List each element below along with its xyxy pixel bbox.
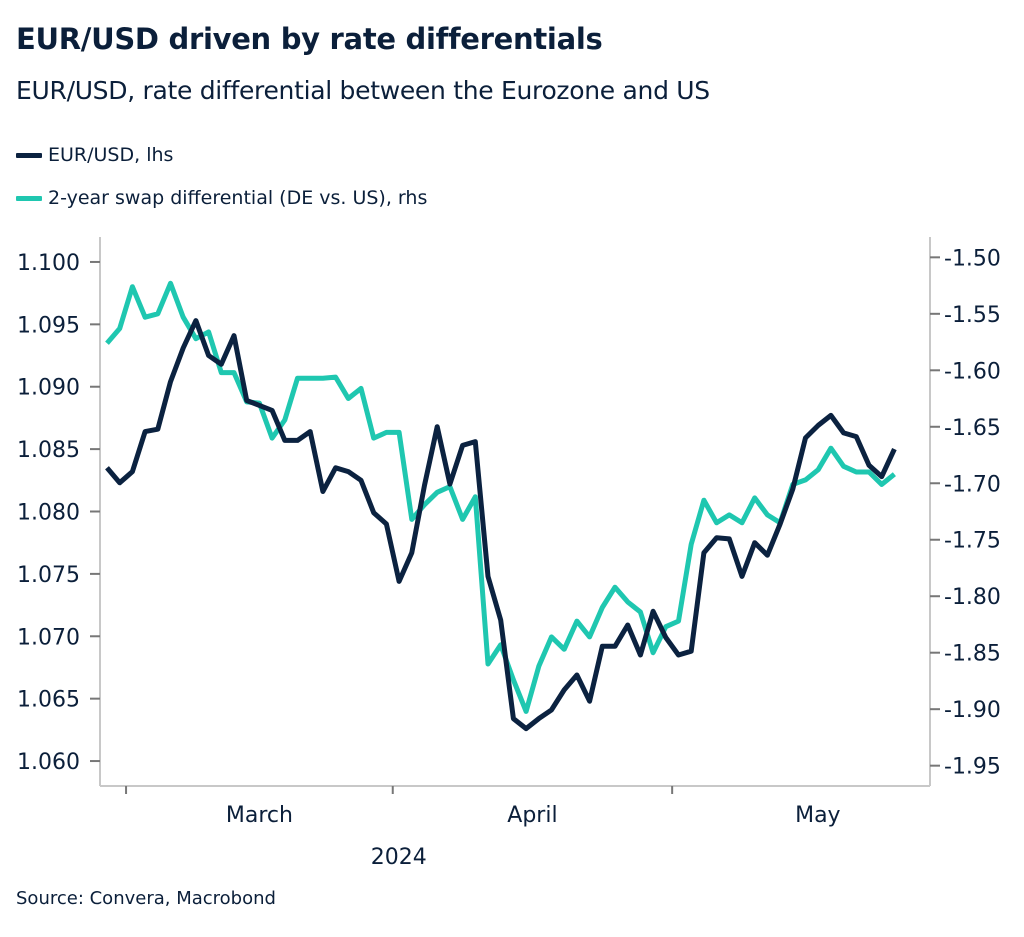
x-tick-label: April — [507, 803, 557, 828]
left-tick-label: 1.100 — [17, 251, 80, 276]
right-tick-label: -1.80 — [944, 585, 1001, 610]
right-tick-label: -1.55 — [944, 303, 1001, 328]
chart-subtitle: EUR/USD, rate differential between the E… — [16, 76, 710, 105]
right-tick-label: -1.70 — [944, 472, 1001, 497]
left-tick-label: 1.070 — [17, 625, 80, 650]
swap-differential-line — [105, 280, 896, 714]
chart-title: EUR/USD driven by rate differentials — [16, 22, 603, 56]
legend-item-eurusd: EUR/USD, lhs — [16, 144, 173, 166]
x-year-label: 2024 — [371, 845, 427, 870]
legend-label-swap: 2-year swap differential (DE vs. US), rh… — [48, 187, 428, 209]
left-tick-label: 1.075 — [17, 563, 80, 588]
right-tick-label: -1.90 — [944, 698, 1001, 723]
left-tick-label: 1.085 — [17, 438, 80, 463]
right-tick-label: -1.65 — [944, 416, 1001, 441]
x-tick-label: May — [795, 803, 840, 828]
legend-swatch-swap — [16, 195, 42, 201]
source-note: Source: Convera, Macrobond — [16, 888, 276, 909]
left-tick-label: 1.090 — [17, 376, 80, 401]
right-tick-label: -1.95 — [944, 755, 1001, 780]
right-tick-label: -1.75 — [944, 529, 1001, 554]
right-tick-label: -1.50 — [944, 246, 1001, 271]
right-tick-label: -1.60 — [944, 359, 1001, 384]
legend-item-swap: 2-year swap differential (DE vs. US), rh… — [16, 187, 427, 209]
legend-label-eurusd: EUR/USD, lhs — [48, 144, 174, 166]
left-tick-label: 1.080 — [17, 501, 80, 526]
left-tick-label: 1.095 — [17, 313, 80, 338]
legend-swatch-eurusd — [16, 152, 42, 158]
right-tick-label: -1.85 — [944, 642, 1001, 667]
left-tick-label: 1.060 — [17, 750, 80, 775]
eurusd-line — [105, 318, 897, 732]
x-tick-label: March — [226, 803, 293, 828]
left-tick-label: 1.065 — [17, 688, 80, 713]
